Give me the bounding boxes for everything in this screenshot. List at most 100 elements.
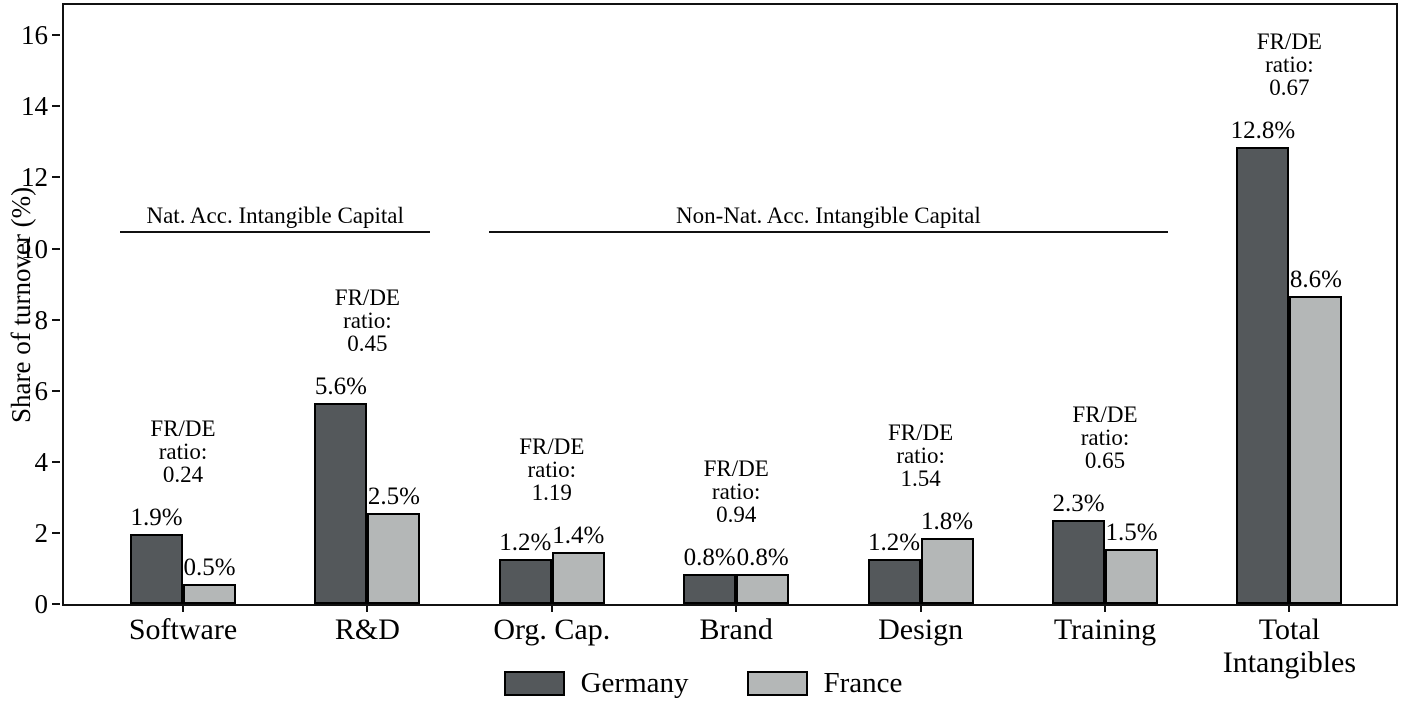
x-category-label: Design xyxy=(878,613,964,646)
ratio-annotation-line: ratio: xyxy=(1265,51,1314,77)
y-tick xyxy=(52,603,60,605)
ratio-annotation-line: FR/DE xyxy=(703,455,769,481)
ratio-annotation-line: FR/DE xyxy=(888,420,954,445)
bar-germany xyxy=(867,559,921,604)
y-tick-label: 6 xyxy=(34,375,49,406)
section-label: Non-Nat. Acc. Intangible Capital xyxy=(676,202,981,228)
y-tick xyxy=(52,460,60,463)
x-category-label: R&D xyxy=(334,613,400,646)
x-category-label: Software xyxy=(128,613,238,646)
ratio-annotation: FR/DE ratio: 1.54 xyxy=(836,421,1006,490)
ratio-annotation-line: FR/DE xyxy=(150,416,216,442)
ratio-annotation-line: 0.94 xyxy=(716,501,757,527)
x-tick xyxy=(1104,604,1106,612)
x-tick xyxy=(182,604,184,612)
ratio-annotation-line: 0.67 xyxy=(1269,74,1310,100)
bar-value-label: 2.5% xyxy=(367,483,420,511)
bar-value-label: 1.2% xyxy=(499,529,552,557)
ratio-annotation-line: 0.45 xyxy=(347,330,388,356)
y-tick-label: 0 xyxy=(34,589,49,619)
bar-value-label: 1.9% xyxy=(130,504,183,532)
x-tick xyxy=(550,604,553,612)
ratio-annotation-line: FR/DE xyxy=(1072,402,1138,428)
y-tick-label: 10 xyxy=(21,233,48,264)
x-category-label: Brand xyxy=(699,613,773,646)
bar-france xyxy=(183,584,236,604)
y-tick-label: 12 xyxy=(21,162,48,193)
x-tick xyxy=(1288,604,1291,612)
x-tick xyxy=(735,604,738,612)
ratio-annotation: FR/DE ratio: 0.94 xyxy=(651,457,821,526)
bar-germany xyxy=(683,573,737,604)
bar-value-label: 1.8% xyxy=(921,508,974,535)
ratio-annotation-line: ratio: xyxy=(527,457,577,483)
bar-france xyxy=(736,573,790,604)
y-tick-label: 16 xyxy=(21,20,48,51)
bar-value-label: 2.3% xyxy=(1052,490,1105,518)
legend: Germany France xyxy=(0,668,1406,698)
y-tick xyxy=(52,389,60,392)
ratio-annotation-line: 0.24 xyxy=(162,462,204,488)
y-tick xyxy=(52,34,60,37)
x-category-label: Org. Cap. xyxy=(493,613,611,646)
ratio-annotation-line: ratio: xyxy=(896,443,945,468)
germany-swatch xyxy=(503,670,565,696)
section-label: Nat. Acc. Intangible Capital xyxy=(146,202,404,228)
ratio-annotation: FR/DE ratio: 0.67 xyxy=(1204,30,1374,99)
x-tick xyxy=(366,604,369,612)
y-tick-label: 14 xyxy=(21,91,48,122)
y-tick-label: 8 xyxy=(34,304,49,335)
ratio-annotation: FR/DE ratio: 1.19 xyxy=(467,435,637,504)
bar-germany xyxy=(314,402,368,604)
bar-value-label: 1.5% xyxy=(1105,518,1158,546)
ratio-annotation-line: FR/DE xyxy=(519,434,585,460)
y-tick xyxy=(52,176,60,179)
legend-item-france: France xyxy=(746,667,903,699)
ratio-annotation-line: FR/DE xyxy=(1256,28,1322,54)
ratio-annotation-line: FR/DE xyxy=(334,284,400,310)
legend-label-germany: Germany xyxy=(580,667,689,699)
ratio-annotation-line: 1.19 xyxy=(531,480,572,506)
bar-france xyxy=(920,538,974,604)
x-category-label: Training xyxy=(1053,613,1157,646)
x-category-label: Total Intangibles xyxy=(1222,613,1357,679)
bar-value-label: 5.6% xyxy=(314,372,367,400)
y-tick-label: 2 xyxy=(34,517,49,548)
plot-area: 0 2 4 6 8 10 12 14 16 1.9% 0.5% Software 5.6% 2.5% R&D… xyxy=(21,3,1398,679)
y-tick xyxy=(52,247,60,250)
bar-france xyxy=(367,513,421,604)
ratio-annotation-line: ratio: xyxy=(158,439,208,465)
bar-value-label: 0.8% xyxy=(683,543,736,571)
bar-germany xyxy=(1236,146,1290,604)
bar-germany xyxy=(498,559,552,604)
bar-value-label: 0.8% xyxy=(736,543,789,571)
legend-label-france: France xyxy=(823,667,903,699)
bar-value-label: 12.8% xyxy=(1230,116,1296,144)
x-tick xyxy=(919,604,922,612)
y-tick xyxy=(52,105,60,108)
bar-france xyxy=(1289,296,1343,604)
bar-germany xyxy=(1052,520,1105,604)
ratio-annotation-line: ratio: xyxy=(1080,425,1130,451)
y-tick xyxy=(52,531,60,534)
ratio-annotation-line: 1.54 xyxy=(900,466,941,491)
ratio-annotation-line: 0.65 xyxy=(1084,448,1126,474)
ratio-annotation: FR/DE ratio: 0.45 xyxy=(282,286,452,355)
section-line xyxy=(120,230,431,233)
ratio-annotation-line: ratio: xyxy=(711,478,761,504)
bar-value-label: 8.6% xyxy=(1289,266,1342,294)
bar-value-label: 1.4% xyxy=(552,522,605,550)
ratio-annotation-line: ratio: xyxy=(343,307,392,333)
section-line xyxy=(488,230,1168,233)
bar-france xyxy=(551,552,605,604)
bar-value-label: 1.2% xyxy=(868,529,921,557)
y-tick-label: 4 xyxy=(34,446,49,477)
bar-france xyxy=(1105,548,1158,604)
bar-germany xyxy=(130,534,183,604)
france-swatch xyxy=(746,670,808,696)
bar-value-label: 0.5% xyxy=(183,554,236,582)
ratio-annotation: FR/DE ratio: 0.24 xyxy=(98,417,268,486)
ratio-annotation: FR/DE ratio: 0.65 xyxy=(1020,403,1190,472)
legend-item-germany: Germany xyxy=(503,667,689,699)
y-tick xyxy=(52,318,60,321)
